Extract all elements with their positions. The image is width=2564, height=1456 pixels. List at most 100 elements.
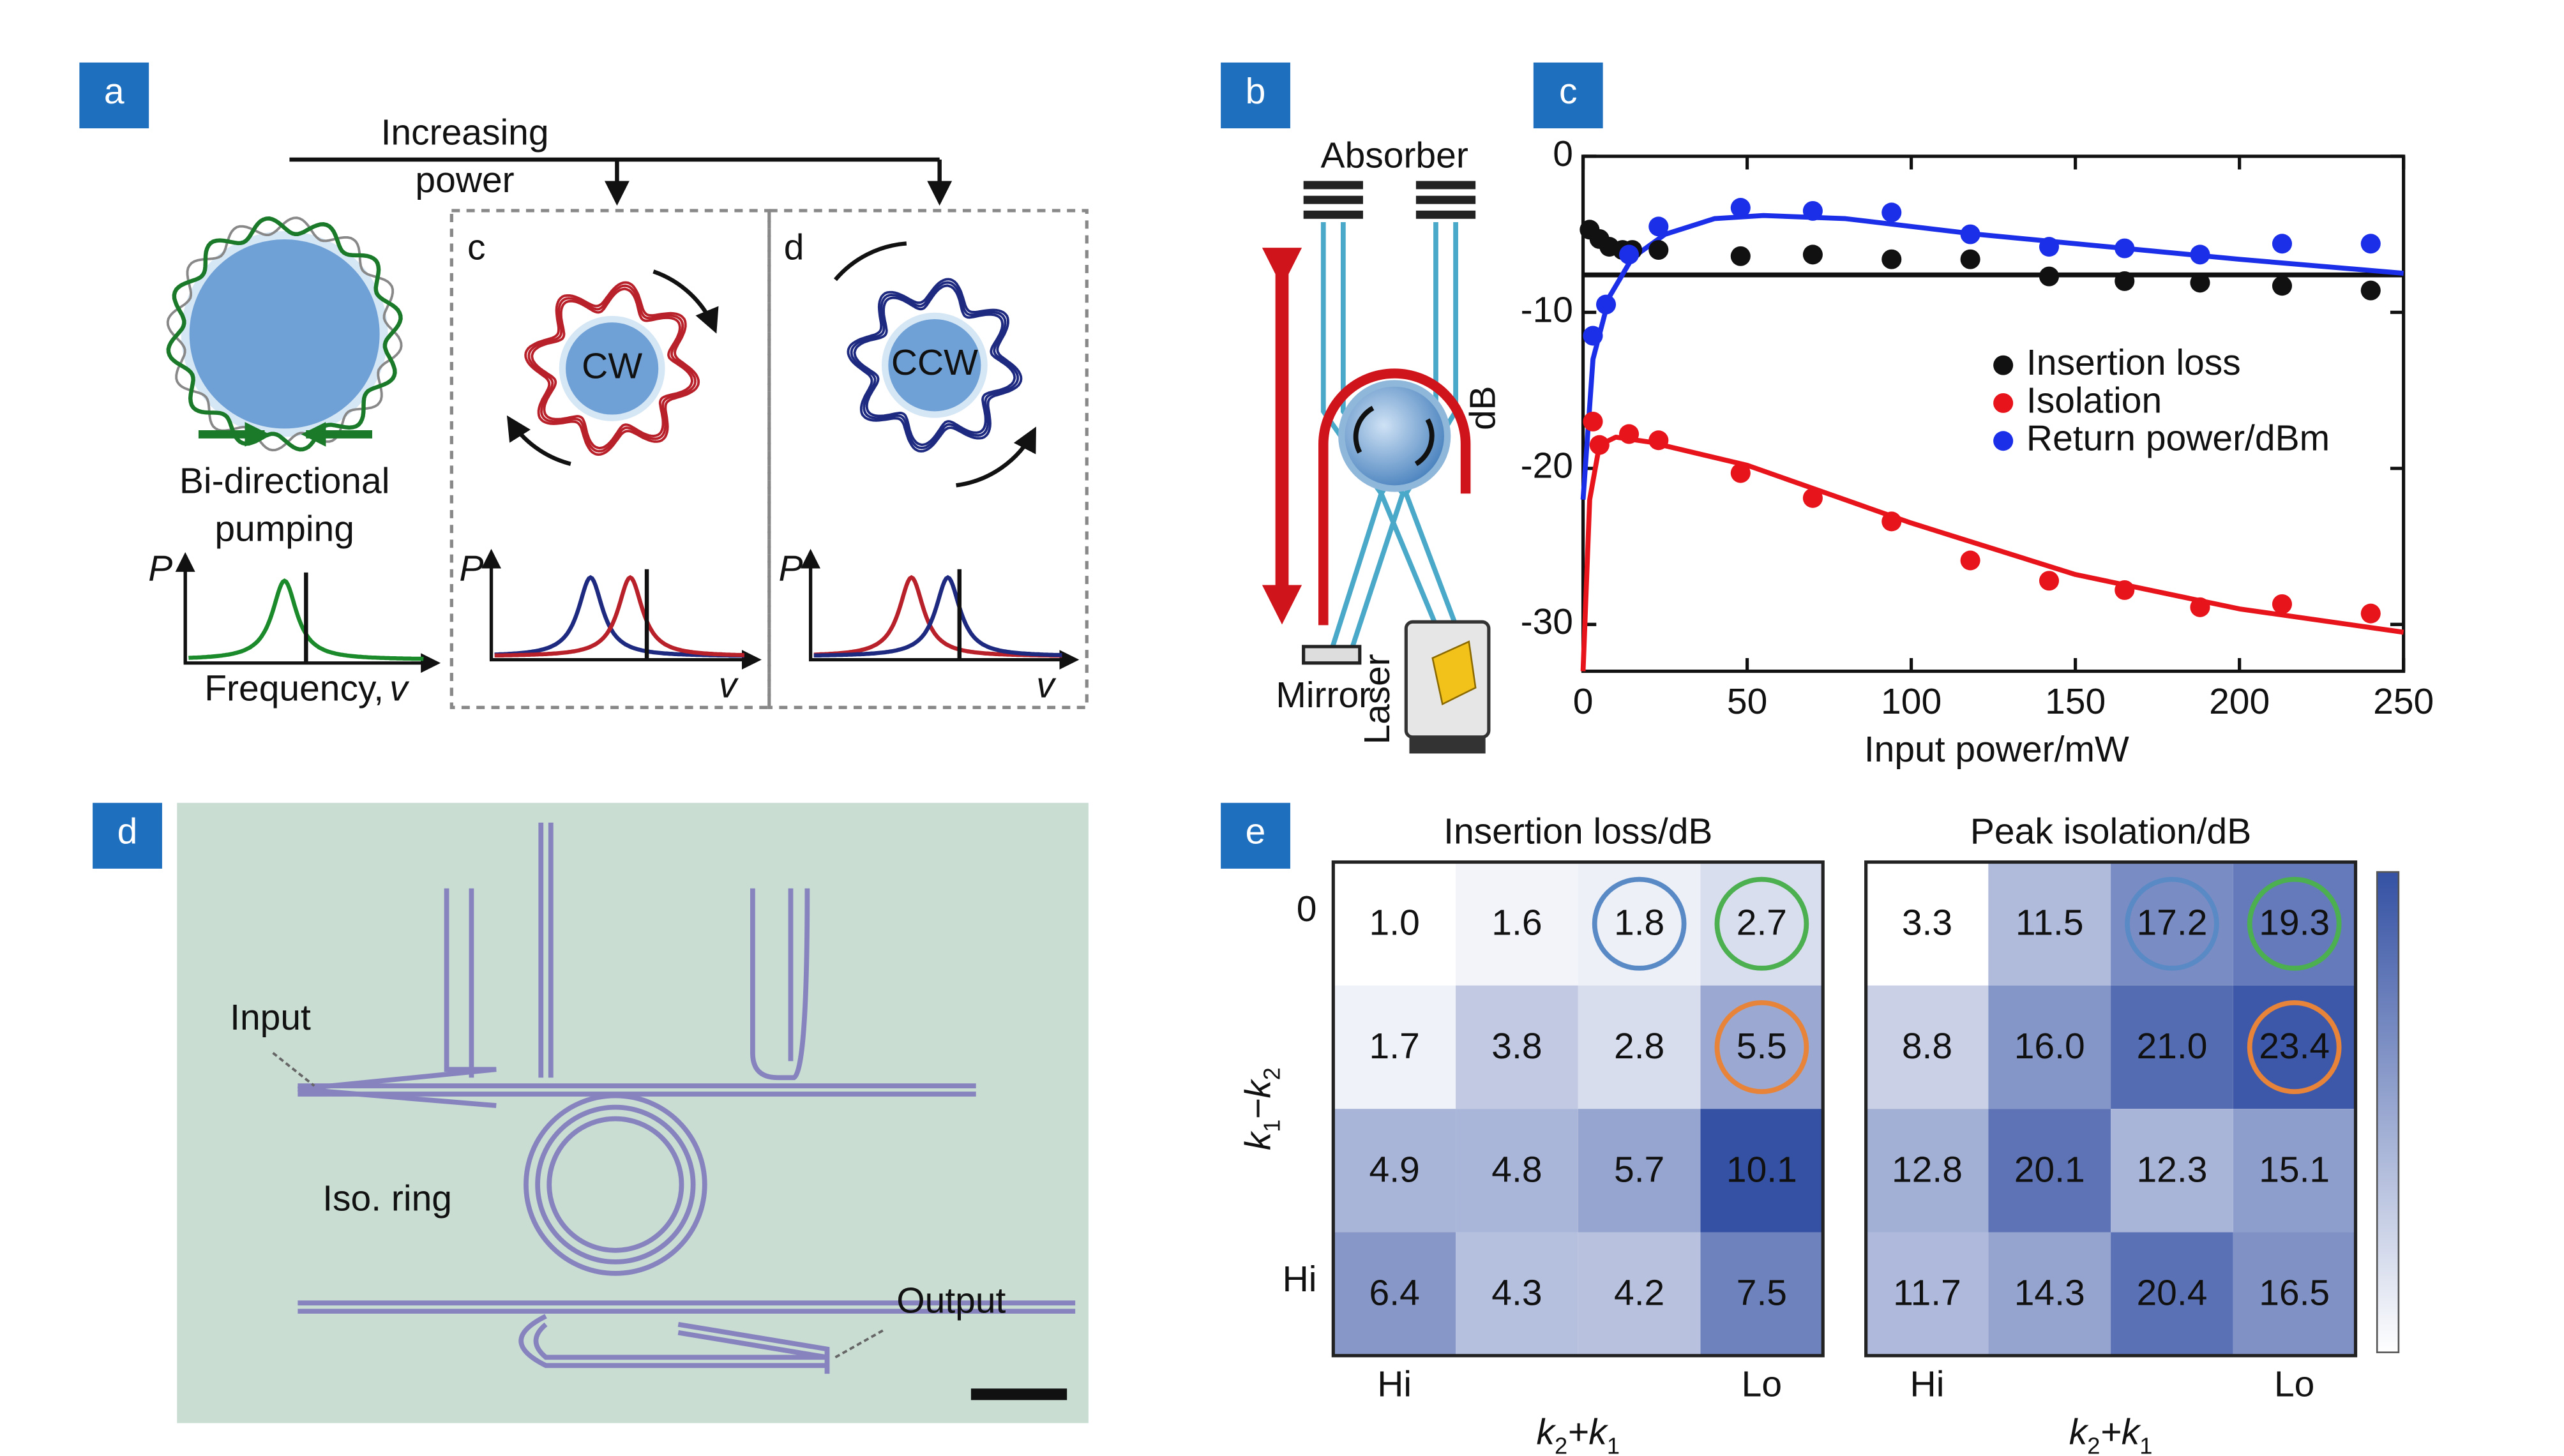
- highlight-ring: [2247, 1000, 2342, 1094]
- axis: [183, 556, 441, 673]
- cell: [2233, 985, 2356, 1109]
- laser-base: [1409, 737, 1486, 754]
- cell: [1988, 985, 2111, 1109]
- point: [1960, 249, 1980, 269]
- cell: [1456, 985, 1578, 1109]
- point: [2115, 580, 2135, 600]
- cell: [1988, 1109, 2111, 1233]
- cell-label: 11.7: [1893, 1273, 1961, 1314]
- point: [1730, 463, 1751, 483]
- point: [2190, 273, 2210, 293]
- y-tick-label: 0: [1553, 134, 1573, 174]
- cell-label: 11.5: [2016, 903, 2084, 943]
- point: [2190, 244, 2210, 265]
- cell-label: 16.5: [2259, 1273, 2330, 1314]
- cell-label: 4.3: [1491, 1273, 1542, 1314]
- micrograph: [177, 802, 1089, 1423]
- x-axis-label: Input power/mW: [1864, 730, 2129, 770]
- cell: [1456, 1109, 1578, 1233]
- point: [1882, 511, 1902, 532]
- absorber-label: Absorber: [1321, 136, 1468, 176]
- axis-label: k1−k2: [1238, 1067, 1285, 1150]
- panel-a: a Increasing power Bi-directional pumpin…: [79, 62, 1089, 709]
- cell-label: 23.4: [2259, 1026, 2330, 1067]
- point: [1618, 244, 1640, 265]
- x-tick-label: 50: [1727, 682, 1767, 722]
- cell: [1866, 862, 1989, 986]
- point: [2039, 266, 2060, 287]
- cell-label: 21.0: [2136, 1026, 2207, 1067]
- mode: [166, 216, 403, 452]
- device: [297, 822, 1076, 1374]
- cell-label: 5.7: [1614, 1150, 1664, 1190]
- cell: [1700, 985, 1823, 1109]
- mirror: [1302, 645, 1362, 665]
- pumping-label: pumping: [215, 509, 354, 550]
- cell: [1333, 862, 1456, 986]
- panel-tag-label: e: [1246, 812, 1266, 852]
- mode: [531, 287, 694, 450]
- panel-tag: [93, 802, 162, 869]
- cell: [1456, 862, 1578, 986]
- panel-tag: [79, 62, 149, 129]
- pumping-label: Bi-directional: [179, 462, 389, 502]
- cell: [1700, 1232, 1823, 1356]
- leader: [272, 1052, 886, 1359]
- panel-tag-label: a: [104, 71, 124, 112]
- point: [2360, 603, 2381, 624]
- output-label: Output: [896, 1280, 1006, 1321]
- heatmap-title: Insertion loss/dB: [1444, 812, 1712, 852]
- panel-d: d Input Iso. ring Output: [93, 802, 1089, 1423]
- point: [1648, 240, 1669, 260]
- loop: [1318, 368, 1471, 626]
- cell-label: 15.1: [2259, 1150, 2330, 1190]
- axis-label-part: k: [1536, 1413, 1556, 1453]
- cell-label: 1.8: [1614, 903, 1664, 943]
- legend-marker: [1993, 355, 2014, 375]
- cell-label: 20.1: [2014, 1150, 2085, 1190]
- point: [1960, 550, 1980, 571]
- cell: [1866, 1232, 1989, 1356]
- heatmap-frame: [1864, 860, 2358, 1358]
- x-tick-label: 100: [1881, 682, 1942, 722]
- point: [1802, 488, 1823, 508]
- fit-line: [1580, 434, 2404, 672]
- axis-label: v: [719, 665, 739, 705]
- crystal: [1431, 640, 1477, 706]
- cell: [1456, 1232, 1578, 1356]
- cell: [2111, 862, 2233, 986]
- point: [1595, 294, 1617, 315]
- point: [1583, 326, 1603, 346]
- legend-marker: [1993, 431, 2014, 451]
- cell-label: 4.8: [1491, 1150, 1542, 1190]
- axis-label: k2+k1: [2069, 1413, 2153, 1456]
- resonator: [881, 312, 988, 418]
- cell-label: 1.0: [1369, 903, 1420, 943]
- axis-label-part: 2: [2087, 1433, 2100, 1456]
- axis-label-part: k: [2069, 1413, 2089, 1453]
- axis-label: k2+k1: [1536, 1413, 1620, 1456]
- mode: [853, 284, 1016, 446]
- point: [2360, 280, 2381, 301]
- resonance: [813, 574, 1062, 658]
- panel-b: b Absorber Mirror Laser: [1221, 62, 1491, 754]
- cell-label: 4.9: [1369, 1150, 1420, 1190]
- cell: [2111, 985, 2233, 1109]
- cell-label: 8.8: [1902, 1026, 1952, 1067]
- panel-e: e Insertion loss/dB 1.0 1.6 1.8 2.7 1.7 3.8 2.8…: [1221, 802, 2400, 1456]
- panel-tag: [1221, 802, 1290, 869]
- rotation: [506, 415, 571, 466]
- cell: [1866, 1109, 1989, 1233]
- panel-c: c dB Input power/mW 0 50 100 150 200 250 0 -10 -…: [1463, 62, 2434, 770]
- legend-marker: [1993, 393, 2014, 413]
- point: [2039, 571, 2060, 591]
- x-tick-label: 0: [1573, 682, 1594, 722]
- axis-label-part: 1: [1607, 1433, 1620, 1456]
- panel-tag: [1221, 62, 1290, 129]
- absorber: [1303, 181, 1476, 219]
- point: [1589, 435, 1610, 455]
- cell-label: 10.1: [1726, 1150, 1797, 1190]
- heatmap-frame: [1331, 860, 1825, 1358]
- point: [2039, 237, 2060, 257]
- axis-label-part: +k: [2100, 1413, 2141, 1453]
